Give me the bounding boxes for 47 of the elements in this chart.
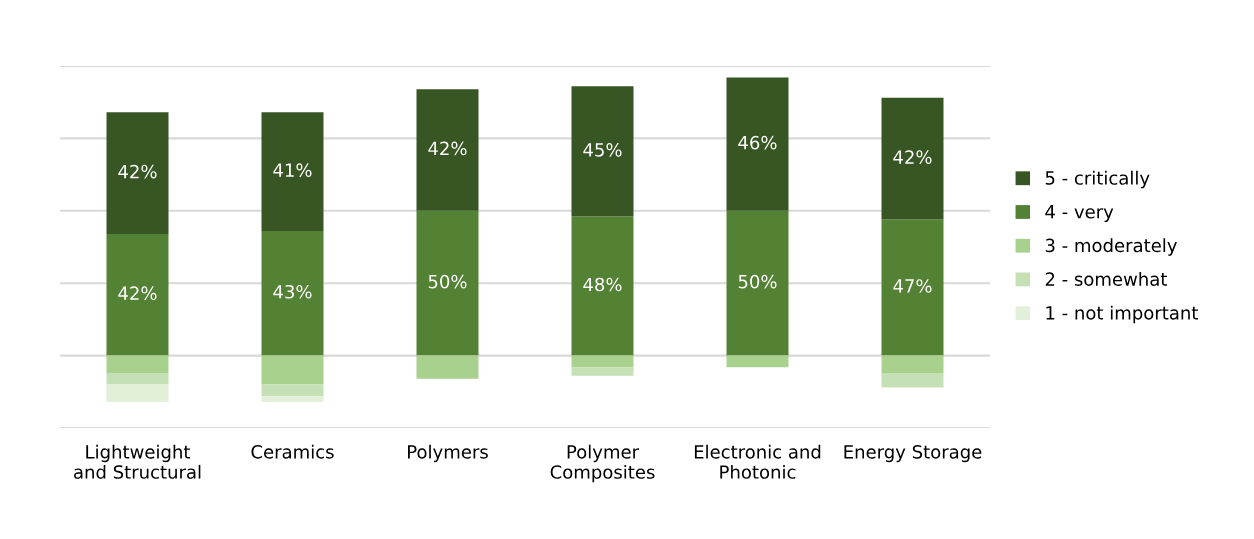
data-label: 43% bbox=[273, 284, 312, 299]
x-tick-label: Ceramics bbox=[251, 444, 334, 459]
data-label: 46% bbox=[738, 135, 777, 150]
bar bbox=[106, 384, 169, 402]
bar bbox=[726, 355, 789, 368]
bar bbox=[571, 355, 634, 368]
data-label: 42% bbox=[428, 141, 467, 156]
bar bbox=[571, 367, 634, 376]
bar bbox=[261, 355, 324, 385]
data-label: 50% bbox=[428, 274, 467, 289]
legend-label: 1 - not important bbox=[1046, 305, 1198, 324]
bar bbox=[106, 355, 169, 373]
data-label: 42% bbox=[893, 150, 932, 164]
data-label: 45% bbox=[583, 143, 622, 157]
bar bbox=[881, 372, 944, 388]
data-label: 50% bbox=[738, 274, 777, 289]
data-label: 42% bbox=[118, 286, 157, 301]
x-tick-label: Energy Storage bbox=[844, 444, 982, 463]
bar bbox=[261, 112, 324, 232]
legend-label: 3 - moderately bbox=[1045, 238, 1177, 256]
bar bbox=[106, 112, 169, 234]
data-label: 42% bbox=[118, 164, 157, 179]
x-tick-label: Lightweight and Structural bbox=[74, 444, 201, 479]
x-tick-label: Polymers bbox=[408, 444, 488, 463]
bar bbox=[881, 219, 944, 356]
data-label: 48% bbox=[583, 277, 622, 292]
bar bbox=[416, 210, 479, 356]
bar bbox=[726, 210, 789, 356]
bar bbox=[881, 97, 944, 220]
bar bbox=[106, 372, 169, 385]
bar bbox=[571, 86, 634, 217]
bar bbox=[726, 77, 789, 211]
legend-label: 5 - critically bbox=[1045, 170, 1150, 189]
bar bbox=[261, 396, 324, 402]
x-tick-label: Polymer Composites bbox=[550, 444, 655, 483]
bar bbox=[416, 89, 479, 211]
data-label: 47% bbox=[893, 279, 932, 293]
data-label: 41% bbox=[273, 163, 312, 177]
bar bbox=[106, 233, 169, 356]
bar bbox=[261, 384, 324, 397]
legend-label: 2 - somewhat bbox=[1045, 271, 1167, 286]
bar bbox=[261, 231, 324, 356]
bar bbox=[571, 216, 634, 356]
x-tick-label: Electronic and Photonic bbox=[694, 444, 821, 479]
bar bbox=[416, 355, 479, 379]
bar bbox=[881, 355, 944, 373]
legend-label: 4 - very bbox=[1045, 205, 1114, 223]
